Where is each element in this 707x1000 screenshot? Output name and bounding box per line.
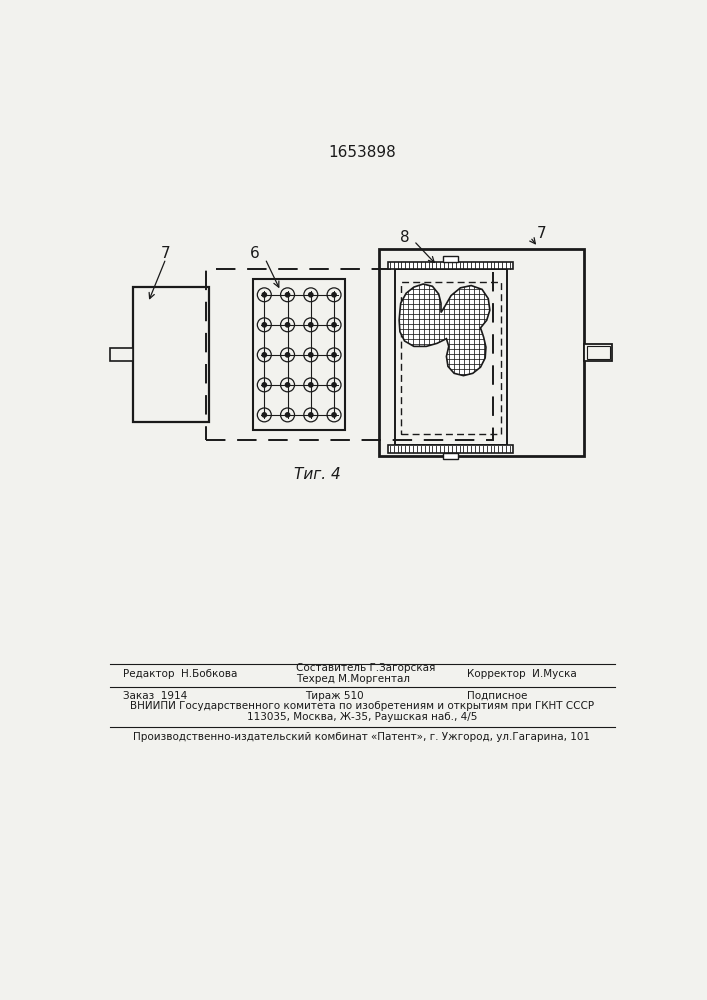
Text: 7: 7 — [161, 246, 170, 261]
Bar — [132, 287, 209, 422]
Circle shape — [286, 323, 290, 327]
Bar — [388, 445, 513, 453]
Text: Техред М.Моргентал: Техред М.Моргентал — [296, 674, 410, 684]
Circle shape — [286, 293, 290, 297]
Bar — [443, 256, 458, 262]
Text: 1653898: 1653898 — [328, 145, 396, 160]
Text: Составитель Г.Загорская: Составитель Г.Загорская — [296, 663, 436, 673]
Circle shape — [332, 293, 337, 297]
Circle shape — [332, 353, 337, 357]
Bar — [401, 282, 501, 434]
Text: Производственно-издательский комбинат «Патент», г. Ужгород, ул.Гагарина, 101: Производственно-издательский комбинат «П… — [134, 732, 590, 742]
Circle shape — [309, 353, 313, 357]
Text: ВНИИПИ Государственного комитета по изобретениям и открытиям при ГКНТ СССР: ВНИИПИ Государственного комитета по изоб… — [130, 701, 594, 711]
Bar — [253, 279, 345, 430]
Circle shape — [262, 413, 267, 417]
Bar — [379, 249, 585, 456]
Circle shape — [309, 293, 313, 297]
Text: 7: 7 — [537, 226, 547, 241]
Text: Редактор  Н.Бобкова: Редактор Н.Бобкова — [123, 669, 238, 679]
Circle shape — [309, 383, 313, 387]
Bar — [443, 453, 458, 459]
Circle shape — [332, 323, 337, 327]
Bar — [388, 262, 513, 269]
Bar — [206, 269, 493, 440]
Circle shape — [262, 353, 267, 357]
Text: Корректор  И.Муска: Корректор И.Муска — [467, 669, 576, 679]
Text: 6: 6 — [250, 246, 260, 261]
Circle shape — [332, 383, 337, 387]
Bar — [395, 269, 507, 445]
Circle shape — [286, 413, 290, 417]
Circle shape — [286, 353, 290, 357]
Polygon shape — [399, 284, 490, 376]
Text: Тираж 510: Тираж 510 — [305, 691, 364, 701]
Circle shape — [309, 413, 313, 417]
Circle shape — [262, 293, 267, 297]
Circle shape — [262, 323, 267, 327]
Text: Τиг. 4: Τиг. 4 — [293, 467, 340, 482]
Circle shape — [309, 323, 313, 327]
Circle shape — [332, 413, 337, 417]
Circle shape — [262, 383, 267, 387]
Bar — [585, 344, 612, 361]
Bar — [110, 348, 134, 361]
Text: 113035, Москва, Ж-35, Раушская наб., 4/5: 113035, Москва, Ж-35, Раушская наб., 4/5 — [247, 712, 477, 722]
Bar — [587, 346, 610, 359]
Circle shape — [286, 383, 290, 387]
Text: Заказ  1914: Заказ 1914 — [123, 691, 187, 701]
Text: Подписное: Подписное — [467, 691, 527, 701]
Text: 8: 8 — [399, 230, 409, 245]
